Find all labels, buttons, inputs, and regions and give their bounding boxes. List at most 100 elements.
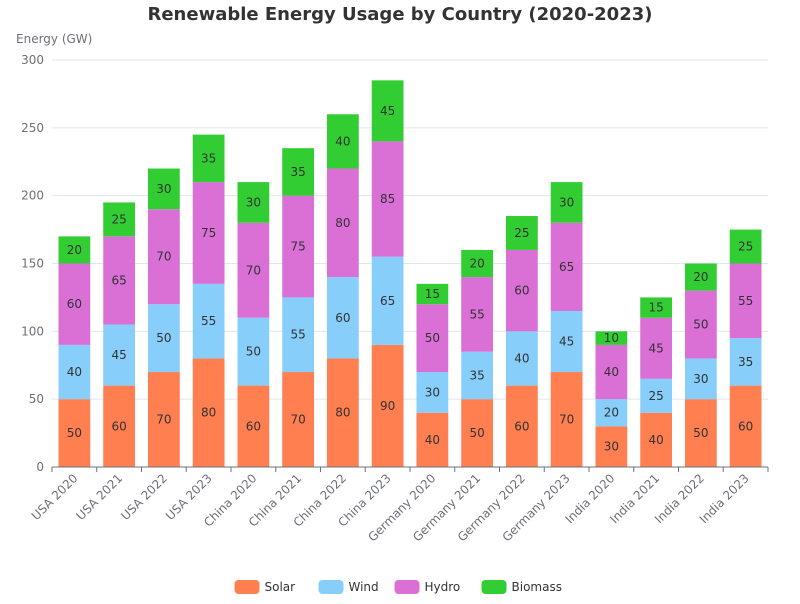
bar-hydro[interactable]: [192, 182, 225, 284]
data-label: 55: [738, 294, 753, 308]
data-label: 25: [738, 240, 753, 254]
bar-wind[interactable]: [505, 331, 538, 386]
bar-biomass[interactable]: [192, 134, 225, 183]
bar-biomass[interactable]: [729, 229, 762, 264]
bar-wind[interactable]: [237, 317, 270, 386]
bar-wind[interactable]: [147, 304, 180, 373]
data-label: 80: [201, 406, 216, 420]
data-label: 65: [559, 260, 574, 274]
bar-biomass[interactable]: [326, 114, 359, 169]
bar-wind[interactable]: [684, 358, 717, 400]
bar-solar[interactable]: [416, 412, 449, 467]
data-label: 50: [469, 426, 484, 440]
y-tick-label: 250: [21, 121, 44, 135]
bar-hydro[interactable]: [729, 263, 762, 339]
data-label: 70: [156, 413, 171, 427]
bar-biomass[interactable]: [461, 249, 494, 278]
bar-wind[interactable]: [595, 399, 628, 427]
data-label: 30: [559, 195, 574, 209]
y-tick-label: 100: [21, 324, 44, 338]
bar-solar[interactable]: [729, 385, 762, 467]
bar-wind[interactable]: [416, 372, 449, 413]
bar-biomass[interactable]: [147, 168, 180, 210]
bar-solar[interactable]: [192, 358, 225, 467]
bar-hydro[interactable]: [416, 304, 449, 373]
bar-hydro[interactable]: [58, 263, 91, 345]
data-label: 30: [604, 440, 619, 454]
bar-biomass[interactable]: [58, 236, 91, 264]
bar-hydro[interactable]: [684, 290, 717, 359]
data-label: 10: [604, 331, 619, 345]
bar-biomass[interactable]: [282, 148, 315, 196]
bar-wind[interactable]: [550, 310, 583, 373]
bar-hydro[interactable]: [282, 195, 315, 298]
bar-solar[interactable]: [58, 399, 91, 467]
bar-hydro[interactable]: [640, 317, 673, 379]
bar-biomass[interactable]: [684, 263, 717, 291]
data-label: 55: [469, 307, 484, 321]
bar-wind[interactable]: [461, 351, 494, 400]
bar-biomass[interactable]: [103, 202, 136, 237]
bar-wind[interactable]: [282, 297, 315, 373]
data-label: 80: [335, 216, 350, 230]
data-label: 20: [469, 257, 484, 271]
y-tick-label: 150: [21, 257, 44, 271]
bar-solar[interactable]: [461, 399, 494, 467]
bar-biomass[interactable]: [505, 216, 538, 250]
bar-wind[interactable]: [371, 256, 404, 345]
legend-item-wind[interactable]: Wind: [318, 580, 379, 594]
legend-item-biomass[interactable]: Biomass: [481, 580, 562, 594]
bar-solar[interactable]: [595, 426, 628, 467]
legend-item-hydro[interactable]: Hydro: [394, 580, 461, 594]
data-label: 55: [201, 314, 216, 328]
data-label: 40: [648, 433, 663, 447]
bar-solar[interactable]: [147, 372, 180, 467]
bar-solar[interactable]: [237, 385, 270, 467]
bar-solar[interactable]: [640, 412, 673, 467]
bar-solar[interactable]: [505, 385, 538, 467]
bar-hydro[interactable]: [147, 209, 180, 305]
data-label: 40: [514, 351, 529, 365]
data-label: 45: [559, 335, 574, 349]
data-label: 60: [738, 419, 753, 433]
legend-item-solar[interactable]: Solar: [234, 580, 296, 594]
data-label: 35: [201, 151, 216, 165]
legend-label: Hydro: [425, 580, 461, 594]
bar-solar[interactable]: [371, 344, 404, 467]
data-label: 60: [67, 297, 82, 311]
bar-wind[interactable]: [58, 344, 91, 400]
y-tick-label: 50: [29, 392, 44, 406]
x-tick-label: USA 2022: [118, 471, 170, 523]
bar-solar[interactable]: [282, 372, 315, 467]
bar-solar[interactable]: [684, 399, 717, 467]
bar-solar[interactable]: [550, 372, 583, 467]
bar-hydro[interactable]: [505, 249, 538, 332]
data-label: 75: [290, 240, 305, 254]
data-label: 15: [425, 287, 440, 301]
bar-hydro[interactable]: [237, 222, 270, 318]
bar-hydro[interactable]: [550, 222, 583, 311]
data-label: 40: [425, 433, 440, 447]
bar-wind[interactable]: [192, 283, 225, 359]
bar-solar[interactable]: [326, 358, 359, 467]
bar-wind[interactable]: [326, 277, 359, 359]
bar-hydro[interactable]: [371, 141, 404, 257]
bar-hydro[interactable]: [461, 277, 494, 352]
bar-biomass[interactable]: [595, 331, 628, 345]
bar-biomass[interactable]: [237, 182, 270, 223]
bar-biomass[interactable]: [416, 283, 449, 305]
bar-biomass[interactable]: [550, 182, 583, 223]
bar-biomass[interactable]: [640, 297, 673, 318]
bar-biomass[interactable]: [371, 80, 404, 142]
bar-wind[interactable]: [729, 338, 762, 386]
bar-solar[interactable]: [103, 385, 136, 467]
bar-hydro[interactable]: [595, 344, 628, 400]
bar-hydro[interactable]: [326, 168, 359, 278]
bar-wind[interactable]: [103, 324, 136, 386]
bar-wind[interactable]: [640, 378, 673, 413]
data-label: 25: [111, 212, 126, 226]
bar-hydro[interactable]: [103, 236, 136, 325]
legend-label: Biomass: [512, 580, 562, 594]
data-label: 20: [604, 406, 619, 420]
data-label: 40: [335, 134, 350, 148]
